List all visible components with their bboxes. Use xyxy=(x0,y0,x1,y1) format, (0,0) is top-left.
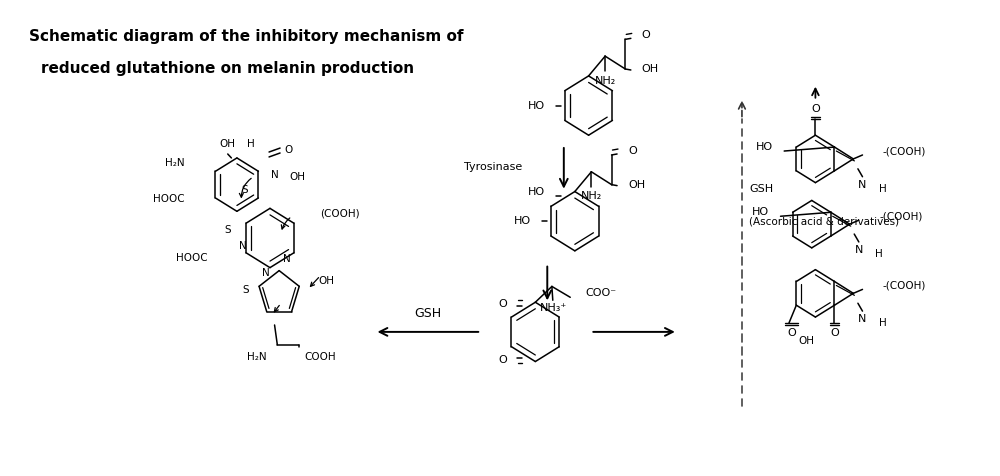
Text: HO: HO xyxy=(756,142,773,152)
Text: N: N xyxy=(271,170,279,180)
Text: -(COOH): -(COOH) xyxy=(883,146,926,156)
Text: H: H xyxy=(875,249,883,259)
Text: HO: HO xyxy=(514,216,531,226)
Text: H: H xyxy=(879,318,887,328)
Text: O: O xyxy=(498,355,507,365)
Text: -(COOH): -(COOH) xyxy=(879,211,922,221)
Text: H: H xyxy=(247,139,255,149)
Text: O: O xyxy=(285,145,293,155)
Text: S: S xyxy=(242,286,249,296)
Text: OH: OH xyxy=(628,179,645,189)
Text: (COOH): (COOH) xyxy=(320,208,360,218)
Text: N: N xyxy=(858,314,867,324)
Text: O: O xyxy=(811,103,820,114)
Text: O: O xyxy=(628,146,637,156)
Text: N: N xyxy=(855,245,863,255)
Text: OH: OH xyxy=(798,336,814,346)
Text: -(COOH): -(COOH) xyxy=(883,280,926,290)
Text: HOOC: HOOC xyxy=(153,195,185,205)
Text: HOOC: HOOC xyxy=(176,253,208,263)
Text: O: O xyxy=(787,328,796,338)
Text: H₂N: H₂N xyxy=(165,158,185,168)
Text: Tyrosinase: Tyrosinase xyxy=(464,162,522,172)
Text: GSH: GSH xyxy=(414,307,441,319)
Text: (Ascorbic acid & derivatives): (Ascorbic acid & derivatives) xyxy=(749,216,899,226)
Text: N: N xyxy=(858,179,867,189)
Text: OH: OH xyxy=(220,139,236,149)
Text: HO: HO xyxy=(752,208,769,218)
Text: COO⁻: COO⁻ xyxy=(586,288,617,298)
Text: O: O xyxy=(830,328,839,338)
Text: O: O xyxy=(498,299,507,309)
Text: S: S xyxy=(225,225,231,235)
Text: OH: OH xyxy=(642,64,659,74)
Text: S: S xyxy=(241,185,248,195)
Text: H₂N: H₂N xyxy=(247,352,266,362)
Text: NH₂: NH₂ xyxy=(581,191,602,201)
Text: NH₃⁺: NH₃⁺ xyxy=(540,303,567,313)
Text: OH: OH xyxy=(319,277,335,287)
Text: GSH: GSH xyxy=(749,184,773,194)
Text: HO: HO xyxy=(527,100,545,110)
Text: NH₂: NH₂ xyxy=(595,76,616,86)
Text: N: N xyxy=(239,241,247,251)
Text: N: N xyxy=(262,268,269,278)
Text: OH: OH xyxy=(289,172,305,182)
Text: O: O xyxy=(642,30,651,40)
Text: N: N xyxy=(283,254,291,264)
Text: HO: HO xyxy=(527,187,545,197)
Text: COOH: COOH xyxy=(304,352,336,362)
Text: Schematic diagram of the inhibitory mechanism of: Schematic diagram of the inhibitory mech… xyxy=(29,29,463,44)
Text: reduced glutathione on melanin production: reduced glutathione on melanin productio… xyxy=(41,60,414,76)
Text: H: H xyxy=(879,184,887,194)
